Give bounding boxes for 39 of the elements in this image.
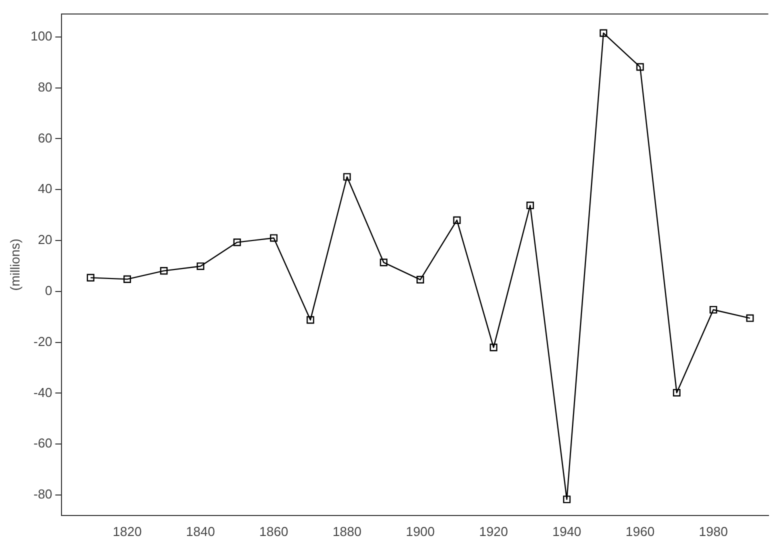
point — [233, 238, 241, 246]
point — [563, 496, 571, 504]
point — [86, 274, 94, 282]
point — [710, 306, 718, 314]
y-tick-label: -20 — [33, 334, 52, 349]
x-tick-label: 1940 — [552, 524, 582, 539]
y-tick-label: 0 — [45, 283, 52, 298]
point — [490, 344, 498, 352]
y-tick-label: 20 — [38, 232, 52, 248]
point — [672, 388, 680, 397]
point — [526, 202, 534, 210]
x-tick-label: 1980 — [698, 524, 728, 539]
x-tick-label: 1960 — [626, 524, 655, 539]
y-axis-title: (millions) — [7, 238, 22, 291]
point — [270, 234, 278, 242]
x-tick-label: 1920 — [479, 524, 508, 539]
y-tick-label: 40 — [38, 181, 52, 196]
point — [160, 267, 168, 275]
y-tick-label: 80 — [38, 79, 52, 94]
y-tick-label: -40 — [33, 384, 52, 400]
x-tick-label: 1860 — [259, 524, 288, 539]
y-tick-label: 60 — [38, 130, 52, 146]
point — [306, 316, 314, 324]
point — [380, 258, 388, 266]
y-tick-label: -80 — [33, 486, 52, 502]
x-tick-label: 1820 — [112, 524, 142, 539]
point — [343, 173, 351, 181]
x-tick-label: 1880 — [332, 524, 362, 539]
x-tick-label: 1840 — [186, 524, 215, 539]
y-tick-label: -60 — [33, 436, 52, 451]
point — [123, 275, 132, 283]
point — [746, 314, 754, 322]
point — [636, 63, 644, 71]
y-tick-label: 100 — [30, 28, 52, 44]
point — [416, 276, 424, 284]
x-tick-label: 1900 — [406, 524, 435, 539]
point — [196, 262, 204, 270]
point — [600, 29, 608, 37]
point — [453, 216, 461, 224]
